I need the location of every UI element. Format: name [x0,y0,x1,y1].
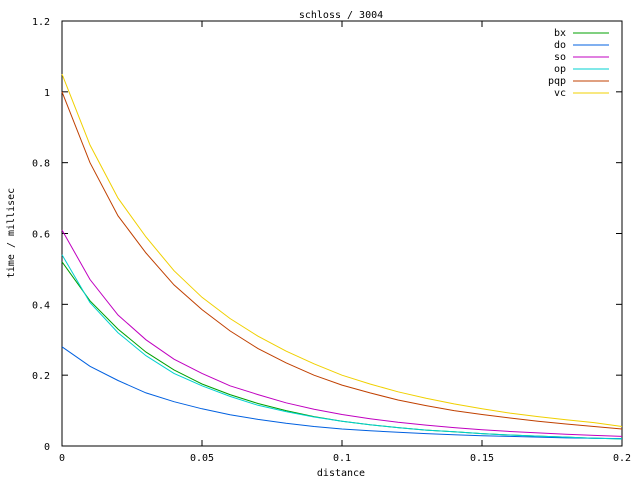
y-tick-label: 1.2 [32,17,50,28]
y-tick-label: 0.2 [32,371,50,382]
series-line-op [61,254,623,440]
x-tick-label: 0.05 [190,453,214,464]
y-axis-ticks: 0 0.2 0.4 0.6 0.8 1 1.2 [32,17,622,453]
x-tick-label: 0.15 [470,453,494,464]
legend-label-do: do [554,40,566,51]
legend-label-pqp: pqp [548,76,566,87]
x-tick-label: 0.2 [613,453,631,464]
y-tick-label: 0.6 [32,230,50,241]
y-tick-label: 0.4 [32,300,50,311]
series-line-do [61,346,623,440]
x-axis-ticks: 0 0.05 0.1 0.15 0.2 [59,21,631,464]
legend-label-op: op [554,64,566,75]
x-tick-label: 0 [59,453,65,464]
legend-label-bx: bx [554,28,566,39]
x-tick-label: 0.1 [333,453,351,464]
series-line-vc [61,73,623,427]
series-line-pqp [61,91,623,430]
x-axis-label: distance [317,468,365,479]
y-tick-label: 0.8 [32,159,50,170]
legend-label-vc: vc [554,88,566,99]
y-tick-label: 1 [44,88,50,99]
legend-label-so: so [554,52,566,63]
series-lines [61,73,623,440]
y-axis-label: time / millisec [6,188,17,278]
chart-title: schloss / 3004 [299,10,383,21]
y-tick-label: 0 [44,442,50,453]
series-line-so [61,229,623,437]
